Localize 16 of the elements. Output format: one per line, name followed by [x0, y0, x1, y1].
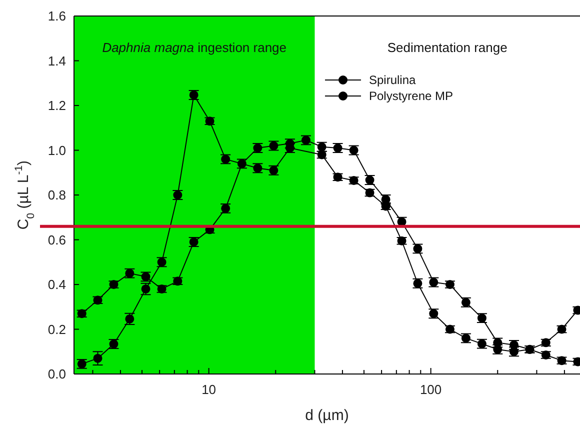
- y-tick-label: 0.2: [48, 322, 66, 337]
- y-tick-label: 1.4: [48, 53, 66, 68]
- legend-label: Spirulina: [369, 73, 416, 88]
- x-axis-title: d (µm): [305, 407, 349, 424]
- band-label: Daphnia magna ingestion range: [102, 40, 287, 55]
- y-tick-label: 0.4: [48, 277, 66, 292]
- annotation: Sedimentation range: [387, 40, 508, 55]
- y-tick-label: 1.2: [48, 98, 66, 114]
- x-tick-label: 10: [202, 382, 216, 397]
- y-tick-label: 0.0: [48, 366, 66, 382]
- x-tick-label: 100: [420, 382, 442, 397]
- legend-label: Polystyrene MP: [369, 89, 454, 104]
- y-tick-label: 0.8: [48, 188, 66, 203]
- y-tick-label: 1.0: [48, 142, 66, 158]
- y-tick-label: 1.6: [48, 8, 66, 24]
- y-tick-label: 0.6: [48, 232, 66, 248]
